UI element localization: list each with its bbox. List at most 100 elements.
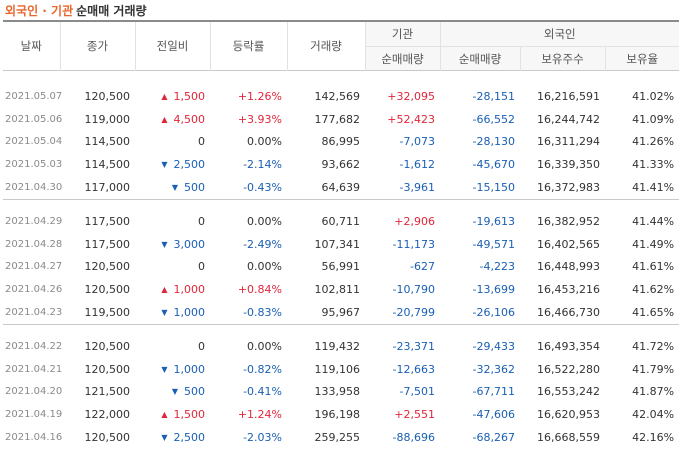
cell-inst-net: -10,790 [392, 283, 435, 297]
cell-volume: 177,682 [314, 112, 361, 126]
cell-date: 2021.04.22 [5, 340, 63, 352]
cell-foreign-hold: 16,668,559 [537, 431, 600, 445]
cell-inst-net: -7,501 [399, 385, 435, 399]
cell-change-value: 2,500 [173, 431, 206, 445]
cell-foreign-net: -29,433 [472, 339, 515, 353]
cell-foreign-ratio: 41.41% [632, 181, 675, 195]
group-separator [3, 199, 680, 210]
cell-inst-net: -88,696 [392, 431, 435, 445]
cell-foreign-hold: 16,522,280 [537, 362, 600, 376]
col-header-date: 날짜 [3, 20, 61, 71]
cell-close: 117,000 [84, 181, 131, 195]
cell-foreign-net: -66,552 [472, 112, 515, 126]
cell-foreign-hold: 16,402,565 [537, 237, 600, 251]
table-row: 2021.04.21 120,500 ▼ 1,000 -0.82% 119,106 -12,… [3, 358, 679, 381]
cell-rate: 0.00% [247, 339, 282, 353]
cell-date: 2021.04.21 [5, 363, 63, 375]
cell-change: ▼ 500 [135, 381, 210, 404]
cell-change: ▲ 1,500 [135, 403, 210, 426]
cell-foreign-net: -15,150 [472, 181, 515, 195]
cell-inst-net: +2,906 [394, 214, 435, 228]
cell-rate: 0.00% [247, 135, 282, 149]
cell-date: 2021.04.20 [5, 386, 63, 398]
group-separator [3, 323, 680, 335]
cell-close: 121,500 [84, 385, 131, 399]
cell-volume: 60,711 [321, 214, 361, 228]
cell-date: 2021.04.19 [5, 409, 63, 421]
cell-foreign-net: -45,670 [472, 158, 515, 172]
cell-foreign-ratio: 41.62% [632, 283, 675, 297]
cell-rate: -0.83% [243, 306, 282, 320]
cell-date: 2021.04.28 [5, 238, 63, 250]
cell-inst-net: -11,173 [392, 237, 435, 251]
triangle-up-icon: ▲ [161, 91, 168, 101]
cell-close: 117,500 [84, 237, 131, 251]
cell-foreign-hold: 16,339,350 [537, 158, 600, 172]
section-title-rest: 순매매 거래량 [76, 4, 147, 18]
cell-change: 0 [135, 256, 210, 279]
cell-date: 2021.05.03 [5, 159, 63, 171]
triangle-down-icon: ▼ [161, 364, 168, 374]
col-header-volume: 거래량 [287, 20, 366, 71]
table-row: 2021.04.30 117,000 ▼ 500 -0.43% 64,639 -3,961 -… [3, 176, 679, 199]
col-header-foreign-ratio: 보유율 [605, 46, 680, 71]
cell-inst-net: -12,663 [392, 362, 435, 376]
cell-change-value: 1,000 [173, 283, 206, 297]
cell-foreign-hold: 16,311,294 [537, 135, 600, 149]
cell-close: 119,500 [84, 306, 131, 320]
table-row: 2021.04.23 119,500 ▼ 1,000 -0.83% 95,967 -20,7… [3, 301, 679, 324]
cell-rate: -2.14% [243, 158, 282, 172]
cell-rate: +3.93% [237, 112, 282, 126]
cell-change-value: 0 [198, 214, 205, 228]
cell-inst-net: -23,371 [392, 339, 435, 353]
col-header-close: 종가 [60, 20, 136, 71]
col-header-foreign-hold: 보유주수 [520, 46, 606, 71]
cell-foreign-net: -19,613 [472, 214, 515, 228]
cell-foreign-hold: 16,216,591 [537, 89, 600, 103]
cell-foreign-net: -28,151 [472, 89, 515, 103]
cell-foreign-net: -32,362 [472, 362, 515, 376]
cell-change: ▲ 1,500 [135, 85, 210, 108]
cell-rate: +1.24% [237, 408, 282, 422]
table-row: 2021.05.03 114,500 ▼ 2,500 -2.14% 93,662 -1,61… [3, 153, 679, 176]
cell-rate: +1.26% [237, 89, 282, 103]
cell-change: 0 [135, 335, 210, 358]
cell-rate: -0.43% [243, 181, 282, 195]
cell-foreign-ratio: 41.87% [632, 385, 675, 399]
cell-volume: 259,255 [314, 431, 361, 445]
cell-rate: 0.00% [247, 260, 282, 274]
cell-foreign-net: -13,699 [472, 283, 515, 297]
cell-close: 117,500 [84, 214, 131, 228]
section-title-highlight: 외국인 · 기관 [5, 4, 74, 18]
table-row: 2021.05.06 119,000 ▲ 4,500 +3.93% 177,682 +52,… [3, 108, 679, 131]
cell-foreign-ratio: 41.33% [632, 158, 675, 172]
table-row: 2021.05.04 114,500 0 0.00% 86,995 -7,073 -28,1… [3, 131, 679, 154]
cell-close: 119,000 [84, 112, 131, 126]
cell-change-value: 500 [184, 181, 205, 195]
cell-change: ▼ 3,000 [135, 233, 210, 256]
cell-close: 114,500 [84, 158, 131, 172]
triangle-down-icon: ▼ [161, 433, 168, 443]
cell-foreign-ratio: 42.16% [632, 431, 675, 445]
cell-volume: 119,106 [314, 362, 361, 376]
cell-foreign-net: -68,267 [472, 431, 515, 445]
triangle-down-icon: ▼ [161, 308, 168, 318]
cell-change: ▲ 1,000 [135, 278, 210, 301]
cell-change-value: 0 [198, 135, 205, 149]
cell-volume: 102,811 [314, 283, 361, 297]
cell-inst-net: -20,799 [392, 306, 435, 320]
cell-change: ▼ 1,000 [135, 358, 210, 381]
cell-foreign-ratio: 41.09% [632, 112, 675, 126]
cell-inst-net: +2,551 [394, 408, 435, 422]
cell-foreign-net: -28,130 [472, 135, 515, 149]
col-header-change: 전일비 [135, 20, 211, 71]
cell-change: ▼ 2,500 [135, 426, 210, 449]
table-row: 2021.04.26 120,500 ▲ 1,000 +0.84% 102,811 -10,… [3, 278, 679, 301]
cell-rate: -2.49% [243, 237, 282, 251]
cell-change-value: 0 [198, 260, 205, 274]
cell-date: 2021.04.23 [5, 307, 63, 319]
cell-date: 2021.04.26 [5, 284, 63, 296]
cell-date: 2021.04.30 [5, 182, 63, 194]
cell-volume: 142,569 [314, 89, 361, 103]
cell-change: 0 [135, 131, 210, 154]
